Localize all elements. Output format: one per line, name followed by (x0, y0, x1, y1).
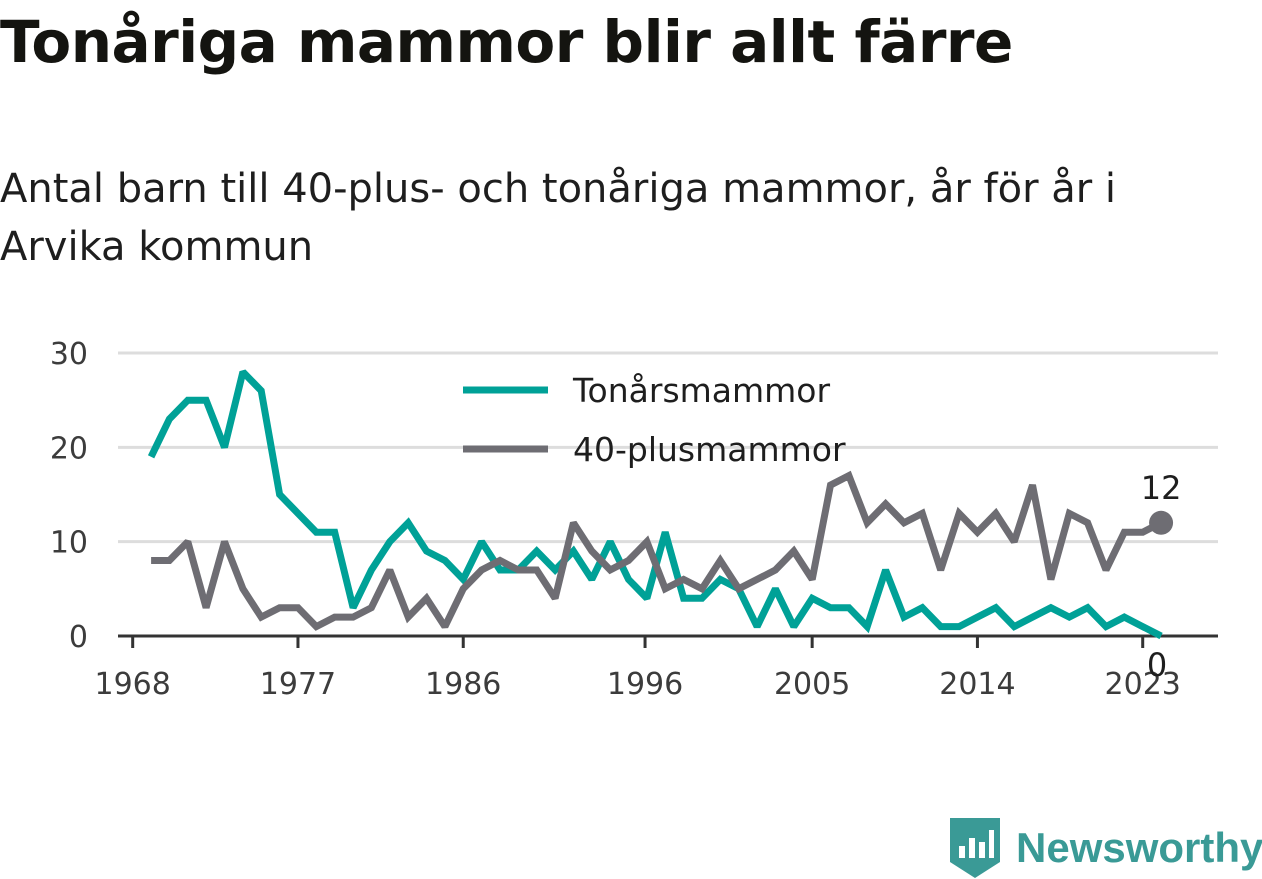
x-tick-label: 1986 (425, 667, 501, 702)
series-layer (147, 369, 1163, 640)
x-tick-label: 1968 (95, 667, 171, 702)
y-tick-label: 10 (50, 526, 88, 561)
x-tick-label: 1996 (607, 667, 683, 702)
x-tick-label: 2023 (1105, 667, 1181, 702)
y-tick-label: 20 (50, 431, 88, 466)
brand: Newsworthy (950, 818, 1262, 878)
end-labels: 0 12 (1141, 469, 1182, 684)
chart-subtitle: Antal barn till 40-plus- och tonåriga ma… (0, 166, 1117, 270)
legend-label-tonarsmammor: Tonårsmammor (572, 371, 830, 410)
legend: Tonårsmammor 40-plusmammor (463, 371, 846, 469)
brand-name: Newsworthy (1016, 824, 1262, 871)
x-tick-label: 2005 (774, 667, 850, 702)
x-tick-label: 1977 (260, 667, 336, 702)
series-line-tonarsmammor (147, 369, 1163, 640)
x-axis-ticks: 1968 1977 1986 1996 2005 2014 2023 (95, 636, 1181, 702)
legend-label-40-plusmammor: 40-plusmammor (573, 430, 846, 469)
series-line-40-plusmammor (151, 470, 1163, 631)
newsworthy-logo-icon (950, 818, 1000, 878)
series-end-point (1149, 510, 1174, 535)
x-tick-label: 2014 (939, 667, 1015, 702)
y-axis-ticks: 0 10 20 30 (50, 337, 88, 655)
end-label-40-plusmammor: 12 (1141, 469, 1182, 507)
chart-title: Tonåriga mammor blir allt färre (0, 8, 1013, 76)
y-tick-label: 30 (50, 337, 88, 372)
end-label-tonarsmammor: 0 (1147, 646, 1167, 684)
y-tick-label: 0 (69, 620, 88, 655)
